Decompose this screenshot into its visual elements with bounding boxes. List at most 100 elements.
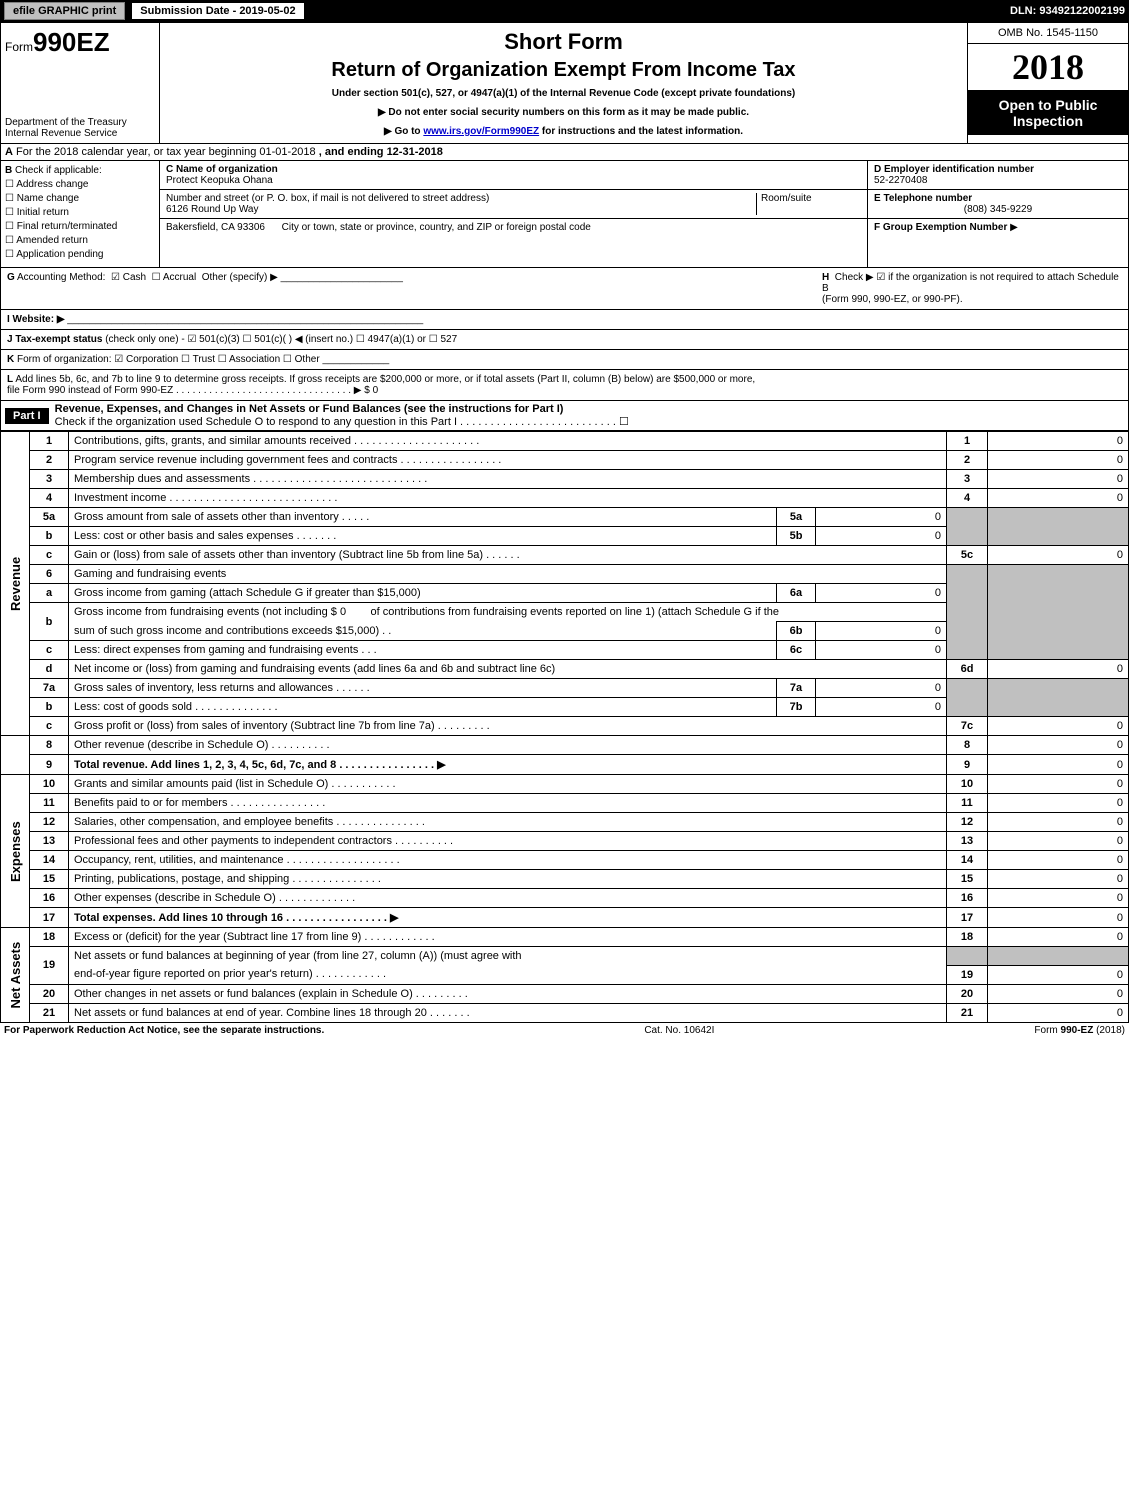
line-rval: 0 bbox=[988, 870, 1129, 889]
line-rval: 0 bbox=[988, 794, 1129, 813]
chk-name-change[interactable]: ☐ Name change bbox=[5, 193, 155, 204]
line-rnum: 19 bbox=[947, 965, 988, 984]
table-row: c Gross profit or (loss) from sales of i… bbox=[1, 717, 1129, 736]
table-row: 9 Total revenue. Add lines 1, 2, 3, 4, 5… bbox=[1, 755, 1129, 775]
part1-table: Revenue 1 Contributions, gifts, grants, … bbox=[0, 431, 1129, 1023]
line-rnum: 7c bbox=[947, 717, 988, 736]
table-row: 3 Membership dues and assessments . . . … bbox=[1, 470, 1129, 489]
line-desc: Membership dues and assessments . . . . … bbox=[69, 470, 947, 489]
line-num: 5a bbox=[30, 508, 69, 527]
form-header: Form990EZ Department of the Treasury Int… bbox=[0, 22, 1129, 144]
line-desc: Excess or (deficit) for the year (Subtra… bbox=[69, 928, 947, 947]
phone-value: (808) 345-9229 bbox=[874, 204, 1122, 215]
note-goto-post: for instructions and the latest informat… bbox=[539, 126, 743, 137]
line-num: 6 bbox=[30, 565, 69, 584]
line-rval: 0 bbox=[988, 546, 1129, 565]
line-rnum: 14 bbox=[947, 851, 988, 870]
line-desc: Net income or (loss) from gaming and fun… bbox=[69, 660, 947, 679]
l-text2: file Form 990 instead of Form 990-EZ . .… bbox=[7, 385, 378, 396]
line-desc: Gross amount from sale of assets other t… bbox=[69, 508, 777, 527]
table-row: c Gain or (loss) from sale of assets oth… bbox=[1, 546, 1129, 565]
line-num: 11 bbox=[30, 794, 69, 813]
line-rnum: 11 bbox=[947, 794, 988, 813]
line-num: 19 bbox=[30, 947, 69, 985]
page-footer: For Paperwork Reduction Act Notice, see … bbox=[0, 1023, 1129, 1038]
table-row: 14 Occupancy, rent, utilities, and maint… bbox=[1, 851, 1129, 870]
line-num: 2 bbox=[30, 451, 69, 470]
line-rnum: 15 bbox=[947, 870, 988, 889]
table-row: 12 Salaries, other compensation, and emp… bbox=[1, 813, 1129, 832]
section-l: L Add lines 5b, 6c, and 7b to line 9 to … bbox=[0, 370, 1129, 401]
line-mval: 0 bbox=[816, 508, 947, 527]
table-row: 6 Gaming and fundraising events bbox=[1, 565, 1129, 584]
line-rnum: 10 bbox=[947, 775, 988, 794]
line-mnum: 5b bbox=[777, 527, 816, 546]
shaded-cell bbox=[988, 565, 1129, 660]
table-row: 20 Other changes in net assets or fund b… bbox=[1, 984, 1129, 1003]
chk-label: Address change bbox=[16, 179, 88, 190]
line-mval: 0 bbox=[816, 622, 947, 641]
dept-irs: Internal Revenue Service bbox=[5, 128, 155, 139]
g-text: Accounting Method: bbox=[17, 272, 105, 283]
line-desc: Less: cost or other basis and sales expe… bbox=[69, 527, 777, 546]
line-num: 20 bbox=[30, 984, 69, 1003]
line-num: b bbox=[30, 603, 69, 641]
line-num: b bbox=[30, 527, 69, 546]
line-rval: 0 bbox=[988, 965, 1129, 984]
k-label: K bbox=[7, 354, 14, 365]
addr-value: 6126 Round Up Way bbox=[166, 204, 756, 215]
line-mval: 0 bbox=[816, 679, 947, 698]
part1-title: Revenue, Expenses, and Changes in Net As… bbox=[55, 403, 564, 415]
line-desc: Gain or (loss) from sale of assets other… bbox=[69, 546, 947, 565]
line-num: c bbox=[30, 641, 69, 660]
org-name-row: C Name of organization Protect Keopuka O… bbox=[160, 161, 867, 190]
line-rval: 0 bbox=[988, 832, 1129, 851]
line-desc: Less: cost of goods sold . . . . . . . .… bbox=[69, 698, 777, 717]
section-h: H Check ▶ ☑ if the organization is not r… bbox=[822, 272, 1122, 305]
line-desc: Program service revenue including govern… bbox=[69, 451, 947, 470]
line-desc: Contributions, gifts, grants, and simila… bbox=[69, 432, 947, 451]
footer-left: For Paperwork Reduction Act Notice, see … bbox=[4, 1025, 324, 1036]
line-num: 9 bbox=[30, 755, 69, 775]
omb-number: OMB No. 1545-1150 bbox=[968, 23, 1128, 44]
irs-link[interactable]: www.irs.gov/Form990EZ bbox=[423, 126, 539, 137]
line-rnum: 18 bbox=[947, 928, 988, 947]
chk-final-return[interactable]: ☐ Final return/terminated bbox=[5, 221, 155, 232]
efile-print-button[interactable]: efile GRAPHIC print bbox=[4, 2, 125, 20]
part1-label: Part I bbox=[5, 408, 49, 424]
form-number: Form990EZ bbox=[5, 27, 155, 58]
line-desc: Professional fees and other payments to … bbox=[69, 832, 947, 851]
g-other: Other (specify) ▶ bbox=[202, 272, 278, 283]
line-rnum: 4 bbox=[947, 489, 988, 508]
line-rnum: 3 bbox=[947, 470, 988, 489]
part1-header-row: Part I Revenue, Expenses, and Changes in… bbox=[0, 401, 1129, 431]
line-desc: Benefits paid to or for members . . . . … bbox=[69, 794, 947, 813]
header-left: Form990EZ Department of the Treasury Int… bbox=[1, 23, 160, 143]
line-rnum: 8 bbox=[947, 736, 988, 755]
h-label: H bbox=[822, 272, 829, 283]
line-rnum: 6d bbox=[947, 660, 988, 679]
line-rval: 0 bbox=[988, 984, 1129, 1003]
chk-address-change[interactable]: ☐ Address change bbox=[5, 179, 155, 190]
line-rnum: 12 bbox=[947, 813, 988, 832]
info-grid: B Check if applicable: ☐ Address change … bbox=[0, 161, 1129, 268]
line-desc: Investment income . . . . . . . . . . . … bbox=[69, 489, 947, 508]
line-num: 8 bbox=[30, 736, 69, 755]
table-row: 8 Other revenue (describe in Schedule O)… bbox=[1, 736, 1129, 755]
dln-label: DLN: 93492122002199 bbox=[1010, 5, 1125, 17]
table-row: Expenses 10 Grants and similar amounts p… bbox=[1, 775, 1129, 794]
chk-initial-return[interactable]: ☐ Initial return bbox=[5, 207, 155, 218]
phone-cell: E Telephone number (808) 345-9229 bbox=[868, 190, 1128, 219]
line-num: 18 bbox=[30, 928, 69, 947]
chk-application-pending[interactable]: ☐ Application pending bbox=[5, 249, 155, 260]
chk-label: Amended return bbox=[16, 235, 88, 246]
shaded-cell bbox=[988, 947, 1129, 966]
line-desc: Salaries, other compensation, and employ… bbox=[69, 813, 947, 832]
line-num: 3 bbox=[30, 470, 69, 489]
line-rval: 0 bbox=[988, 908, 1129, 928]
g-accrual: Accrual bbox=[163, 272, 196, 283]
line-num: 1 bbox=[30, 432, 69, 451]
table-row: Net Assets 18 Excess or (deficit) for th… bbox=[1, 928, 1129, 947]
line-rval: 0 bbox=[988, 432, 1129, 451]
chk-amended-return[interactable]: ☐ Amended return bbox=[5, 235, 155, 246]
